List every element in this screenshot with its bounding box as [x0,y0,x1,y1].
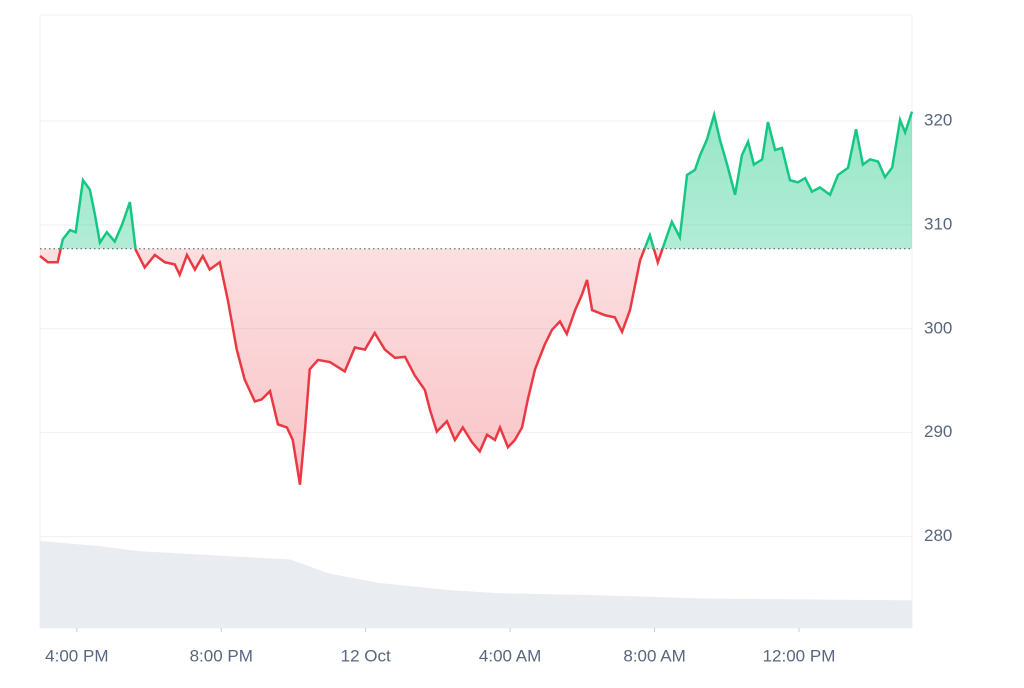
price-line-up [59,109,914,249]
y-tick-label: 280 [924,526,952,545]
x-tick-label: 12:00 PM [763,646,836,665]
volume-area [40,541,912,628]
area-up [40,111,912,249]
y-tick-label: 300 [924,318,952,337]
x-tick-label: 4:00 PM [45,646,108,665]
x-tick-label: 8:00 PM [190,646,253,665]
x-tick-label: 4:00 AM [479,646,541,665]
y-tick-label: 320 [924,110,952,129]
y-tick-label: 310 [924,214,952,233]
y-tick-label: 290 [924,422,952,441]
price-line-down [39,248,664,485]
x-tick-label: 8:00 AM [623,646,685,665]
area-down [40,248,663,485]
x-tick-label: 12 Oct [341,646,391,665]
